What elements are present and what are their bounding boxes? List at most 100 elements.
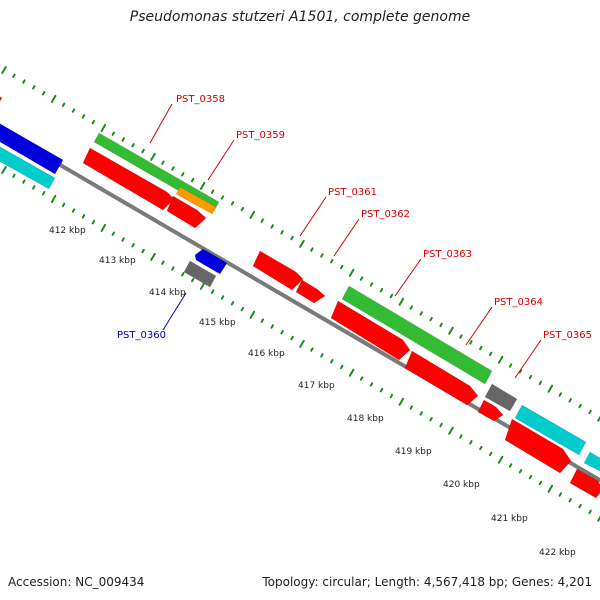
- minor-tick: [340, 364, 344, 370]
- minor-tick: [359, 376, 364, 381]
- leader-pst0362: [333, 218, 360, 257]
- minor-tick: [61, 202, 66, 207]
- minor-tick: [181, 172, 185, 177]
- minor-tick: [429, 317, 433, 322]
- minor-tick: [568, 498, 572, 503]
- minor-tick: [270, 224, 274, 229]
- minor-tick: [230, 201, 235, 206]
- gene-feature-gray-a[interactable]: [183, 260, 217, 288]
- gene-feature-pst0365[interactable]: [504, 418, 572, 474]
- gene-label-pst0364[interactable]: PST_0364: [494, 297, 543, 308]
- kbp-label: 416 kbp: [248, 349, 285, 359]
- position-labels: 412 kbp 413 kbp 414 kbp 415 kbp 416 kbp …: [49, 226, 576, 558]
- gene-feature-pst0364[interactable]: [514, 404, 587, 456]
- minor-tick: [260, 318, 264, 323]
- kbp-label: 422 kbp: [539, 548, 576, 558]
- gene-label-pst0363[interactable]: PST_0363: [423, 249, 472, 260]
- leader-pst0360: [162, 292, 187, 331]
- gene-label-pst0360[interactable]: PST_0360: [117, 330, 166, 341]
- major-tick: [398, 297, 405, 306]
- gene-feature-red-f[interactable]: [569, 468, 600, 499]
- minor-tick: [22, 79, 26, 84]
- minor-tick: [290, 235, 294, 241]
- gene-feature-pst0360[interactable]: [194, 248, 228, 275]
- major-tick: [150, 152, 156, 161]
- minor-tick: [439, 422, 443, 428]
- gene-label-pst0359[interactable]: PST_0359: [236, 130, 285, 141]
- gene-feature-pst0362[interactable]: [295, 279, 326, 304]
- major-tick: [50, 194, 57, 203]
- gene-feature-pst0363[interactable]: [341, 285, 493, 385]
- minor-tick: [111, 131, 115, 136]
- major-tick: [100, 223, 107, 232]
- gene-label-pst0358[interactable]: PST_0358: [176, 94, 225, 105]
- gene-feature-red-left[interactable]: [0, 94, 3, 104]
- minor-tick: [181, 272, 185, 277]
- minor-tick: [558, 392, 562, 397]
- major-tick: [448, 326, 454, 335]
- major-tick: [50, 94, 57, 103]
- minor-tick: [32, 85, 36, 90]
- major-tick: [497, 355, 504, 364]
- minor-tick: [210, 189, 215, 194]
- minor-tick: [419, 311, 423, 316]
- accession-text: Accession: NC_009434: [8, 575, 145, 589]
- major-tick: [497, 455, 504, 464]
- major-tick: [299, 339, 305, 348]
- minor-tick: [379, 288, 384, 293]
- minor-tick: [12, 173, 16, 178]
- minor-tick: [161, 160, 165, 165]
- minor-tick: [220, 295, 225, 300]
- gene-feature-gray-b[interactable]: [484, 383, 518, 412]
- leader-pst0364: [465, 306, 493, 346]
- minor-tick: [191, 177, 195, 183]
- minor-tick: [240, 206, 245, 212]
- gene-label-pst0365[interactable]: PST_0365: [543, 330, 592, 341]
- gene-feature-blue[interactable]: [0, 118, 64, 175]
- minor-tick: [439, 322, 443, 328]
- topology-info-text: Topology: circular; Length: 4,567,418 bp…: [262, 575, 592, 589]
- minor-tick: [528, 374, 533, 380]
- minor-tick: [141, 248, 145, 254]
- minor-tick: [379, 388, 384, 393]
- major-tick: [448, 426, 454, 435]
- gene-feature-red-c[interactable]: [330, 300, 411, 361]
- minor-tick: [479, 445, 483, 451]
- kbp-label: 418 kbp: [347, 414, 384, 424]
- minor-tick: [91, 119, 96, 125]
- minor-tick: [518, 469, 523, 474]
- minor-tick: [22, 179, 26, 184]
- minor-tick: [389, 393, 394, 399]
- minor-tick: [340, 264, 344, 270]
- gene-feature-red-d[interactable]: [404, 350, 479, 406]
- minor-tick: [469, 440, 473, 445]
- gene-feature-red-e[interactable]: [477, 399, 504, 422]
- gene-feature-red-b[interactable]: [166, 195, 207, 229]
- minor-tick: [42, 91, 46, 96]
- major-tick: [249, 310, 256, 319]
- major-tick: [547, 384, 554, 393]
- minor-tick: [71, 208, 76, 213]
- gene-feature-cyan[interactable]: [0, 141, 56, 190]
- minor-tick: [588, 409, 592, 415]
- minor-tick: [330, 359, 334, 364]
- minor-tick: [320, 353, 324, 358]
- minor-tick: [161, 260, 165, 265]
- genome-backbone: [0, 127, 600, 483]
- minor-tick: [409, 405, 413, 410]
- gene-label-pst0361[interactable]: PST_0361: [328, 187, 377, 198]
- leader-pst0359: [207, 139, 235, 181]
- gene-feature-pst0359[interactable]: [175, 186, 217, 215]
- kbp-label: 420 kbp: [443, 480, 480, 490]
- gene-label-pst0362[interactable]: PST_0362: [361, 209, 410, 220]
- major-tick: [100, 123, 107, 132]
- minor-tick: [12, 73, 16, 78]
- major-tick: [199, 181, 206, 190]
- gene-feature-red-a[interactable]: [82, 147, 175, 211]
- minor-tick: [489, 451, 493, 457]
- minor-tick: [558, 492, 562, 497]
- gene-feature-cyan-right[interactable]: [583, 451, 600, 476]
- minor-tick: [528, 474, 533, 480]
- gene-feature-pst0361[interactable]: [252, 250, 304, 291]
- minor-tick: [280, 230, 284, 235]
